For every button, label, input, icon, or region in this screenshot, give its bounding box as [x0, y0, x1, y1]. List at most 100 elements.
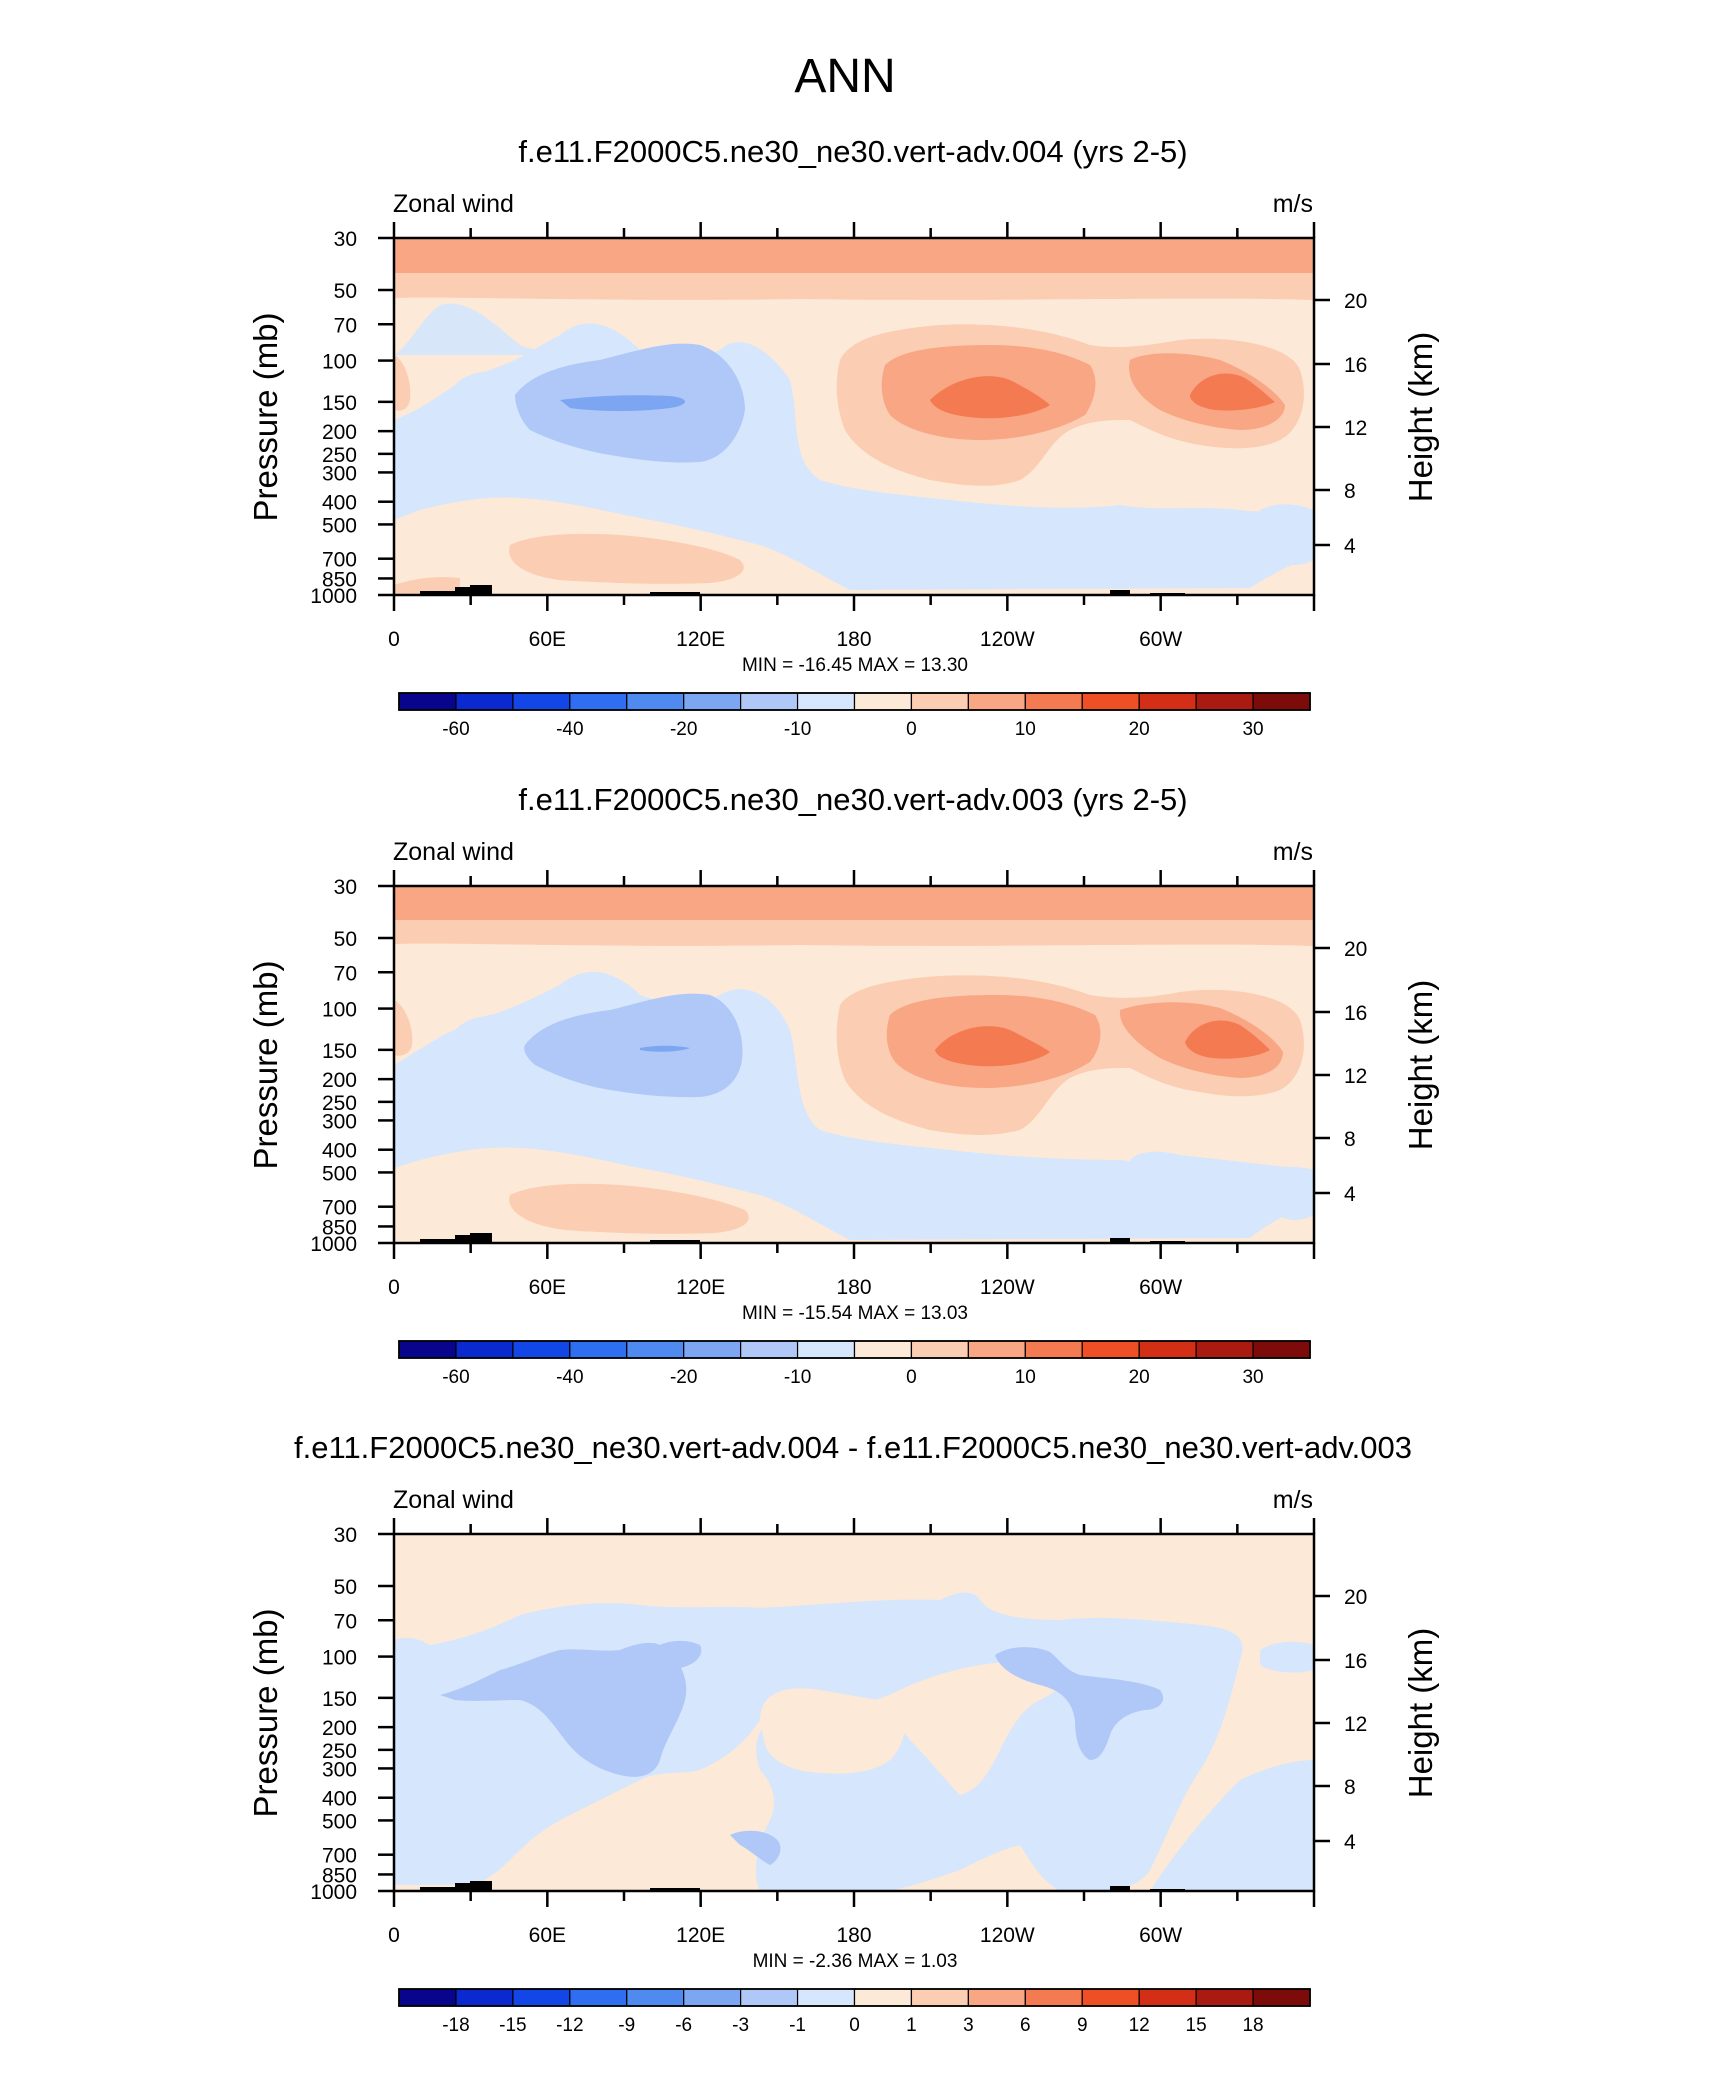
p1-lower-pink-2: [394, 577, 460, 595]
panel-2-colorbar-box: [398, 1340, 457, 1359]
panel-3-ytick-label: 700: [322, 1845, 357, 1868]
panel-3-colorbar-box: [1081, 1988, 1140, 2007]
panel-2-colorbar-box: [1024, 1340, 1083, 1359]
p3-blue-mid-west-2: [650, 1640, 702, 1668]
panel-1-colorbar-box: [512, 692, 571, 711]
panel-1-colorbar-box: [740, 692, 799, 711]
panel-3-colorbar-label: -6: [675, 2015, 692, 2036]
panel-3-colorbar-box: [1024, 1988, 1083, 2007]
panel-2-colorbar-box: [683, 1340, 742, 1359]
panel-1-ytick-right-label: 20: [1344, 290, 1367, 313]
panel-2-colorbar-box: [455, 1340, 514, 1359]
panel-1-colorbar-box: [455, 692, 514, 711]
panel-1-xtick-label: 60W: [1139, 628, 1182, 651]
panel-1-ytick-right-label: 4: [1344, 535, 1356, 558]
panel-2-xtick-label: 180: [836, 1276, 871, 1299]
panel-3-ytick-label: 50: [334, 1576, 357, 1599]
p3-blue-topright: [1260, 1641, 1314, 1673]
panel-1-ylabel-right: Height (km): [1402, 332, 1439, 503]
panel-2-xtick-label: 60W: [1139, 1276, 1182, 1299]
panel-3-ytick-label: 200: [322, 1717, 357, 1740]
panel-2-ytick-label: 100: [322, 999, 357, 1022]
panel-2-ytick-label: 250: [322, 1092, 357, 1115]
panel-2-ytick-label: 300: [322, 1110, 357, 1133]
panel-2-colorbar-box: [740, 1340, 799, 1359]
panel-2-ytick-right-label: 20: [1344, 938, 1367, 961]
panel-3-colorbar-label: 15: [1186, 2015, 1207, 2036]
panel-1-colorbar-box: [1081, 692, 1140, 711]
p2-lower-pink: [509, 1183, 749, 1234]
panel-3-contour-fill: [394, 1534, 1314, 1891]
panel-2-colorbar-box: [1138, 1340, 1197, 1359]
panel-2-ytick-label: 1000: [310, 1233, 357, 1256]
panel-2-colorbar-box: [967, 1340, 1026, 1359]
panel-1-colorbar-box: [683, 692, 742, 711]
panel-3-colorbar-box: [740, 1988, 799, 2007]
panel-1-colorbar-box: [1195, 692, 1254, 711]
panel-3-xtick-label: 60W: [1139, 1924, 1182, 1947]
panel-2-ylabel-right: Height (km): [1402, 980, 1439, 1151]
panel-2-xtick-label: 120E: [676, 1276, 725, 1299]
p3-blue-mid-east: [995, 1647, 1164, 1760]
p2-top-band-2: [394, 920, 1314, 946]
p1-top-band: [394, 238, 1314, 273]
panel-1-ytick-right-label: 8: [1344, 480, 1356, 503]
panel-3-ytick-label: 250: [322, 1740, 357, 1763]
panel-3-colorbar-label: -18: [442, 2015, 469, 2036]
panel-3-xtick-label: 60E: [529, 1924, 566, 1947]
panel-3-colorbar-frame: [398, 1988, 1311, 2007]
panel-3-colorbar-label: 6: [1020, 2015, 1031, 2036]
panel-3-colorbar-box: [398, 1988, 457, 2007]
panel-3-ytick-label: 150: [322, 1688, 357, 1711]
panel-2: f.e11.F2000C5.ne30_ne30.vert-adv.003 (yr…: [247, 782, 1439, 1388]
panel-3-colorbar-label: -9: [618, 2015, 635, 2036]
panel-2-colorbar-label: -40: [556, 1367, 583, 1388]
panel-1-ytick-label: 100: [322, 351, 357, 374]
panel-2-xtick-label: 60E: [529, 1276, 566, 1299]
panel-1-colorbar-box: [626, 692, 685, 711]
panel-1-colorbar-box: [569, 692, 628, 711]
panel-1-ytick-label: 250: [322, 444, 357, 467]
panel-3-colorbar-box: [455, 1988, 514, 2007]
panel-2-stats: MIN = -15.54 MAX = 13.03: [742, 1303, 968, 1324]
p2-left-pink: [394, 1000, 413, 1056]
panel-3-colorbar-label: 3: [963, 2015, 974, 2036]
panel-2-ytick-right-label: 4: [1344, 1183, 1356, 1206]
panel-1-xtick-label: 120E: [676, 628, 725, 651]
panel-3-colorbar-label: 1: [906, 2015, 917, 2036]
p1-jet-west-core: [560, 395, 685, 411]
p2-top-band: [394, 886, 1314, 920]
panel-3-right-string: m/s: [1273, 1486, 1313, 1514]
p2-low-blue-east: [1130, 1151, 1314, 1220]
panel-3-colorbar-label: 12: [1129, 2015, 1150, 2036]
panel-2-colorbar-box: [1252, 1340, 1311, 1359]
panel-3-xtick-label: 0: [388, 1924, 400, 1947]
p3-blue-mid-west: [440, 1642, 687, 1777]
panel-3-ytick-label: 1000: [310, 1881, 357, 1904]
panel-1-left-string: Zonal wind: [393, 190, 514, 218]
panel-2-colorbar-label: 20: [1129, 1367, 1150, 1388]
panel-3-ytick-label: 30: [334, 1524, 357, 1547]
panel-2-right-string: m/s: [1273, 838, 1313, 866]
panel-2-ytick-label: 30: [334, 876, 357, 899]
panel-2-ytick-label: 850: [322, 1216, 357, 1239]
panel-1-colorbar-box: [398, 692, 457, 711]
panel-1-right-string: m/s: [1273, 190, 1313, 218]
panel-2-colorbar-box: [1081, 1340, 1140, 1359]
panel-2-ytick-right-label: 12: [1344, 1065, 1367, 1088]
main-title: ANN: [794, 50, 895, 103]
panel-2-colorbar-label: -60: [442, 1367, 469, 1388]
panel-1: f.e11.F2000C5.ne30_ne30.vert-adv.004 (yr…: [247, 134, 1439, 740]
panel-3-ytick-right-label: 4: [1344, 1831, 1356, 1854]
panel-1-colorbar-label: 10: [1015, 719, 1036, 740]
panel-2-colorbar-box: [796, 1340, 856, 1359]
panel-1-colorbar-box: [1024, 692, 1083, 711]
panel-2-colorbar-box: [1195, 1340, 1254, 1359]
panel-3-colorbar-label: 0: [849, 2015, 860, 2036]
panel-1-colorbar-box: [1138, 692, 1197, 711]
panel-2-ytick-label: 50: [334, 928, 357, 951]
panel-3-ytick-label: 850: [322, 1864, 357, 1887]
panel-3-colorbar-box: [910, 1988, 969, 2007]
